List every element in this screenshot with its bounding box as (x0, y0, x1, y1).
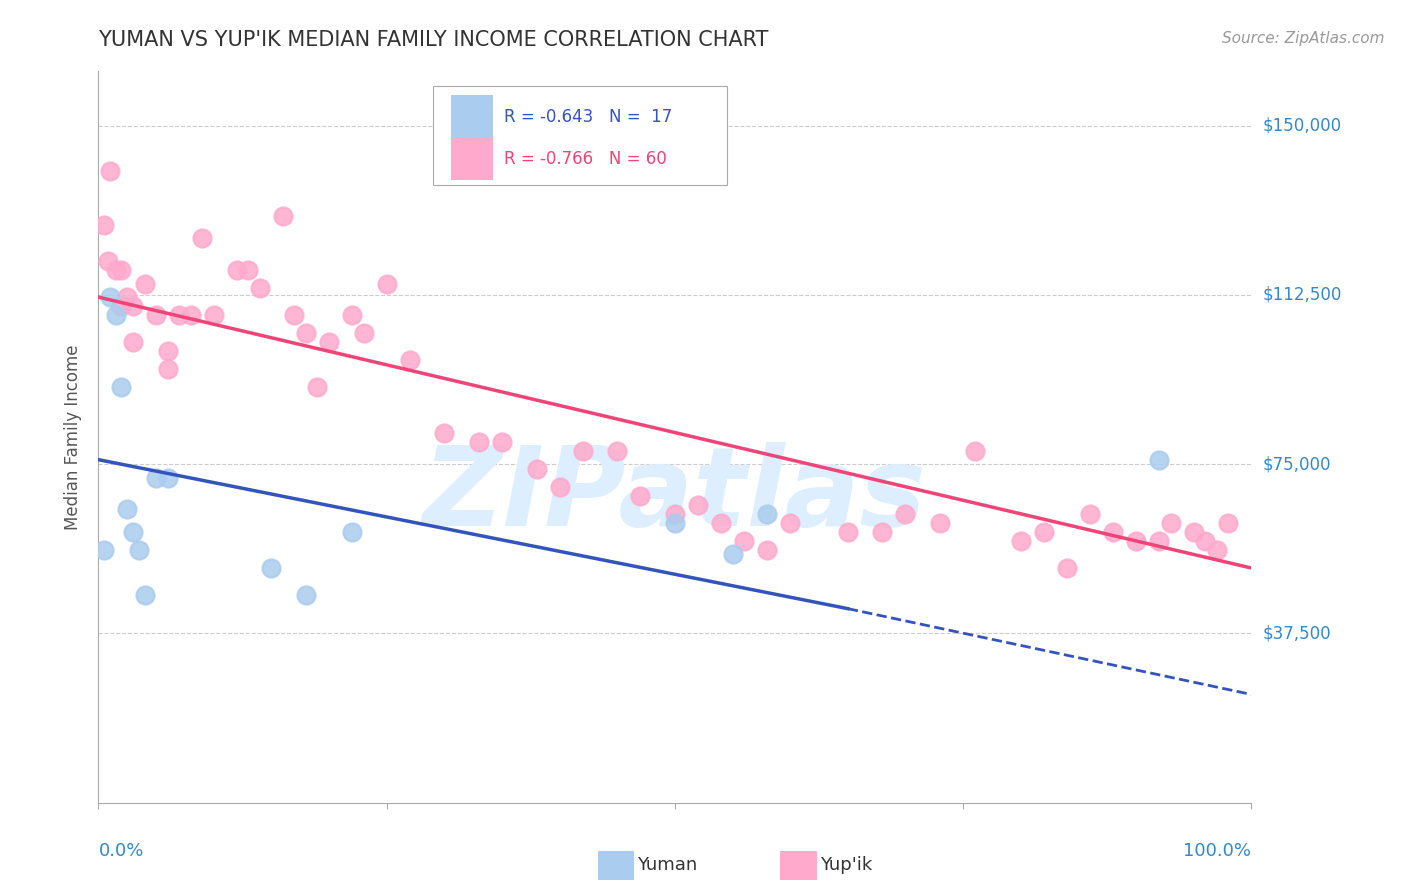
Point (104, 308, 127, 322)
Point (1160, 516, 1182, 530)
Point (340, 308, 363, 322)
Point (110, 263, 132, 277)
Point (628, 489, 651, 503)
Point (97, 254, 120, 268)
Point (526, 461, 548, 475)
Text: R = -0.643   N =  17: R = -0.643 N = 17 (505, 108, 672, 126)
Point (318, 335, 340, 350)
Point (307, 380, 329, 394)
Point (98, 163, 121, 178)
Point (548, 480, 571, 494)
Point (156, 362, 179, 376)
Point (1218, 516, 1240, 530)
Point (156, 344, 179, 359)
Text: 0.0%: 0.0% (98, 842, 143, 860)
Text: R = -0.766   N = 60: R = -0.766 N = 60 (505, 150, 666, 168)
Text: $75,000: $75,000 (1263, 455, 1331, 473)
Point (468, 434, 491, 449)
Text: ZIPatlas: ZIPatlas (423, 442, 927, 549)
Point (872, 524, 894, 539)
Point (894, 507, 917, 521)
Text: 100.0%: 100.0% (1184, 842, 1251, 860)
Point (398, 353, 420, 368)
Text: Source: ZipAtlas.com: Source: ZipAtlas.com (1222, 31, 1385, 46)
Point (110, 380, 132, 394)
Point (93, 543, 115, 558)
Point (283, 308, 305, 322)
Point (128, 543, 150, 558)
Point (93, 218, 115, 232)
Point (686, 498, 709, 512)
Point (756, 507, 779, 521)
Text: $150,000: $150,000 (1263, 117, 1341, 135)
Point (721, 548, 744, 562)
Point (117, 502, 139, 516)
Point (1032, 524, 1054, 539)
Point (145, 308, 167, 322)
Point (1078, 507, 1101, 521)
Point (238, 263, 260, 277)
Y-axis label: Median Family Income: Median Family Income (65, 344, 83, 530)
Point (104, 263, 127, 277)
Point (733, 533, 755, 548)
Point (963, 443, 986, 458)
Point (664, 516, 686, 530)
Point (837, 524, 859, 539)
Point (122, 524, 145, 539)
Point (202, 308, 225, 322)
Point (180, 308, 202, 322)
Text: Yup'ik: Yup'ik (820, 856, 872, 874)
Point (571, 443, 593, 458)
Point (929, 516, 952, 530)
Point (98, 290, 121, 304)
FancyBboxPatch shape (451, 137, 492, 180)
Point (1194, 533, 1216, 548)
Point (1125, 533, 1147, 548)
Point (145, 471, 167, 485)
Text: Yuman: Yuman (637, 856, 697, 874)
Point (1205, 543, 1227, 558)
Point (756, 543, 779, 558)
Text: $37,500: $37,500 (1263, 624, 1331, 642)
Text: $112,500: $112,500 (1263, 285, 1341, 304)
Point (433, 425, 456, 440)
Point (295, 588, 318, 602)
Point (375, 277, 398, 291)
Point (191, 231, 214, 245)
Point (167, 308, 190, 322)
Point (491, 434, 513, 449)
Point (710, 516, 733, 530)
Point (122, 299, 145, 313)
Point (1102, 524, 1125, 539)
Point (225, 263, 247, 277)
Point (156, 471, 179, 485)
Point (295, 326, 318, 341)
Point (134, 277, 156, 291)
Point (340, 524, 363, 539)
Point (606, 443, 628, 458)
Point (1147, 452, 1170, 467)
Text: YUMAN VS YUP'IK MEDIAN FAMILY INCOME CORRELATION CHART: YUMAN VS YUP'IK MEDIAN FAMILY INCOME COR… (98, 30, 769, 50)
Point (1056, 561, 1078, 575)
Point (117, 290, 139, 304)
Point (353, 326, 375, 341)
Point (1010, 533, 1032, 548)
Point (1147, 533, 1170, 548)
Point (271, 209, 294, 223)
Point (249, 281, 271, 295)
Point (664, 507, 686, 521)
FancyBboxPatch shape (451, 95, 492, 138)
Point (122, 335, 145, 350)
Point (779, 516, 801, 530)
Point (134, 588, 156, 602)
Point (1182, 524, 1205, 539)
Point (110, 299, 132, 313)
Point (260, 561, 283, 575)
FancyBboxPatch shape (433, 86, 727, 185)
